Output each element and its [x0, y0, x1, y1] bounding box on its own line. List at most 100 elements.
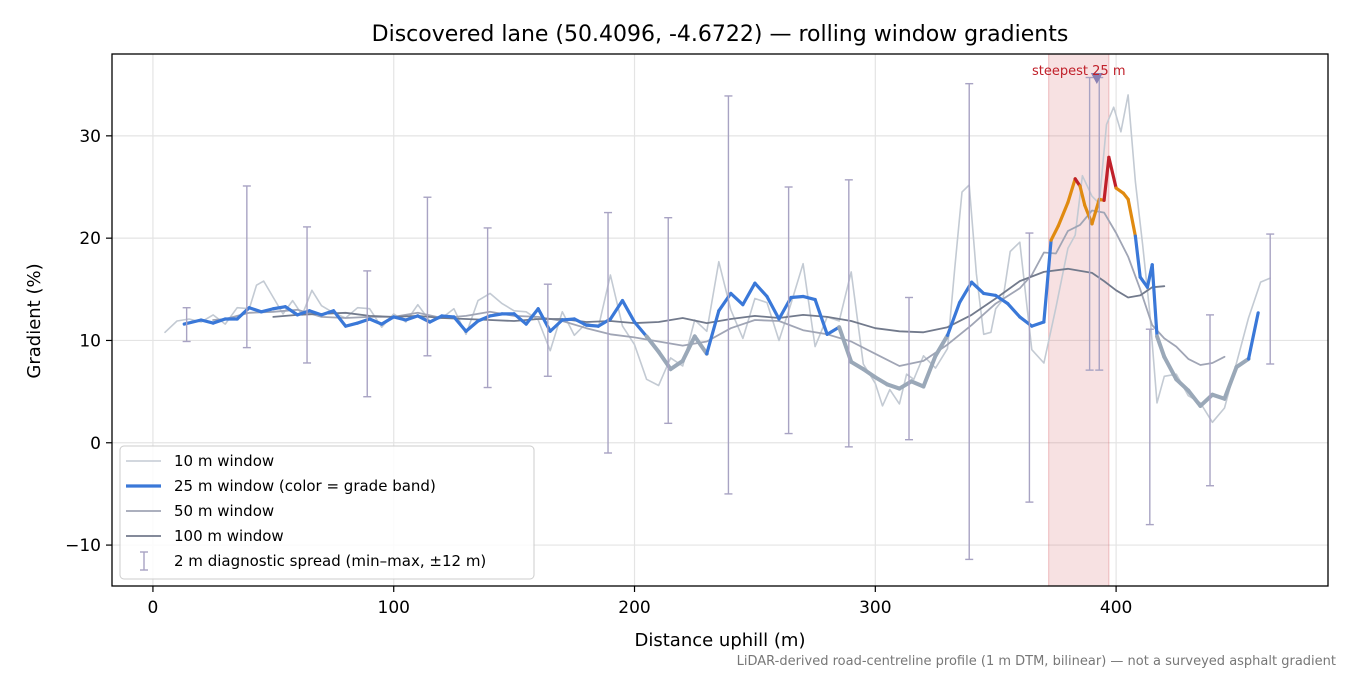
legend-label: 2 m diagnostic spread (min–max, ±12 m) — [174, 552, 486, 570]
series-25m-segment — [428, 314, 444, 324]
series-25m-segment — [644, 334, 661, 354]
series-25m-segment — [283, 305, 300, 317]
legend-label: 100 m window — [174, 527, 284, 545]
series-25m-segment — [632, 320, 649, 338]
series-25m-segment — [801, 294, 817, 302]
y-tick-label: 10 — [79, 331, 101, 351]
chart-title: Discovered lane (50.4096, -4.6722) — rol… — [372, 22, 1069, 47]
x-axis-label: Distance uphill (m) — [635, 630, 806, 651]
y-tick-label: 0 — [90, 434, 101, 454]
steepest-marker — [1090, 73, 1103, 84]
footnote: LiDAR-derived road-centreline profile (1… — [737, 654, 1336, 669]
series-25m-segment — [789, 294, 805, 300]
series-25m-segment — [692, 334, 709, 356]
series-25m-segment — [247, 306, 263, 314]
plot-frame — [111, 53, 1329, 587]
series-25m-segment — [741, 281, 757, 307]
series-25m-segment — [572, 317, 588, 327]
series-25m-segment — [753, 281, 769, 299]
series-25m-segment — [368, 317, 384, 326]
series-25m-segment — [849, 359, 866, 372]
series-25m-segment — [620, 298, 637, 324]
y-tick-label: −10 — [65, 536, 101, 556]
series-25m-segment — [909, 379, 926, 389]
series-25m-segment — [488, 312, 504, 318]
series-25m-segment — [199, 318, 215, 325]
legend-box — [119, 445, 535, 580]
series-25m-segment — [668, 358, 685, 372]
series-25m-segment — [1066, 177, 1077, 204]
series-25m-segment — [1030, 320, 1046, 328]
series-25m-segment — [1042, 238, 1053, 324]
x-tick-label: 100 — [378, 598, 410, 618]
series-25m-segment — [452, 315, 468, 333]
series-25m-segment — [1246, 311, 1260, 361]
series-25m-segment — [1186, 388, 1203, 408]
series-25m-segment — [211, 317, 227, 325]
series-50m-line — [212, 209, 1226, 367]
y-tick-label: 20 — [79, 229, 101, 249]
series-25m-segment — [1078, 184, 1087, 208]
series-25m-segment — [608, 298, 625, 321]
x-tick-label: 300 — [859, 598, 891, 618]
series-25m-segment — [464, 319, 480, 333]
series-25m-segment — [331, 309, 348, 328]
series-25m-segment — [271, 305, 287, 311]
series-25m-segment — [319, 309, 336, 317]
series-25m-segment — [259, 307, 275, 314]
series-25m-segment — [1222, 365, 1239, 401]
series-25m-segment — [861, 367, 878, 380]
series-25m-segment — [440, 314, 456, 319]
series-25m-segment — [921, 353, 938, 389]
legend-label: 10 m window — [174, 452, 274, 470]
series-25m-segment — [307, 309, 324, 317]
series-25m-segment — [1174, 377, 1191, 393]
series-25m-segment — [1083, 203, 1094, 226]
series-25m-segment — [729, 291, 745, 307]
series-25m-segment — [1056, 200, 1070, 228]
series-25m-segment — [1102, 155, 1111, 202]
series-25m-segment — [524, 307, 540, 326]
series-25m-segment — [584, 323, 601, 328]
series-25m-segment — [825, 325, 841, 336]
series-25m-segment — [994, 293, 1010, 306]
series-25m-segment — [1150, 263, 1159, 338]
series-25m-segment — [1090, 197, 1101, 226]
series-25m-segment — [1107, 155, 1118, 190]
series-25m-segment — [982, 291, 998, 298]
series-25m-segment — [512, 312, 528, 326]
series-25m-segment — [1210, 392, 1227, 401]
series-25m-segment — [813, 297, 829, 336]
legend-label: 50 m window — [174, 502, 274, 520]
x-tick-label: 400 — [1100, 598, 1132, 618]
series-25m-segment — [1162, 354, 1179, 382]
x-tick-label: 0 — [148, 598, 159, 618]
series-25m-segment — [765, 294, 781, 321]
x-tick-label: 200 — [618, 598, 650, 618]
series-25m-segment — [343, 321, 360, 328]
series-25m-segment — [970, 280, 986, 295]
series-25m-segment — [1133, 234, 1142, 279]
series-25m-segment — [885, 382, 902, 391]
series-25m-segment — [1126, 197, 1137, 238]
y-axis-label: Gradient (%) — [24, 263, 45, 378]
series-25m-segment — [1155, 334, 1167, 359]
y-tick-label: 30 — [79, 127, 101, 147]
series-25m-segment — [380, 315, 396, 326]
series-100m-line — [272, 267, 1166, 334]
legend-label: 25 m window (color = grade band) — [174, 477, 436, 495]
series-25m-segment — [680, 334, 697, 363]
series-25m-segment — [1234, 356, 1251, 370]
series-25m-segment — [560, 317, 576, 322]
series-25m-segment — [548, 318, 564, 333]
series-25m-segment — [1049, 224, 1060, 242]
series-25m-segment — [705, 309, 721, 356]
series-25m-segment — [404, 314, 420, 322]
series-25m-segment — [873, 375, 890, 387]
series-25m-segment — [1006, 302, 1022, 319]
series-25m-segment — [933, 333, 950, 358]
series-25m-segment — [392, 315, 408, 322]
steepest-label: steepest 25 m — [1032, 64, 1125, 79]
